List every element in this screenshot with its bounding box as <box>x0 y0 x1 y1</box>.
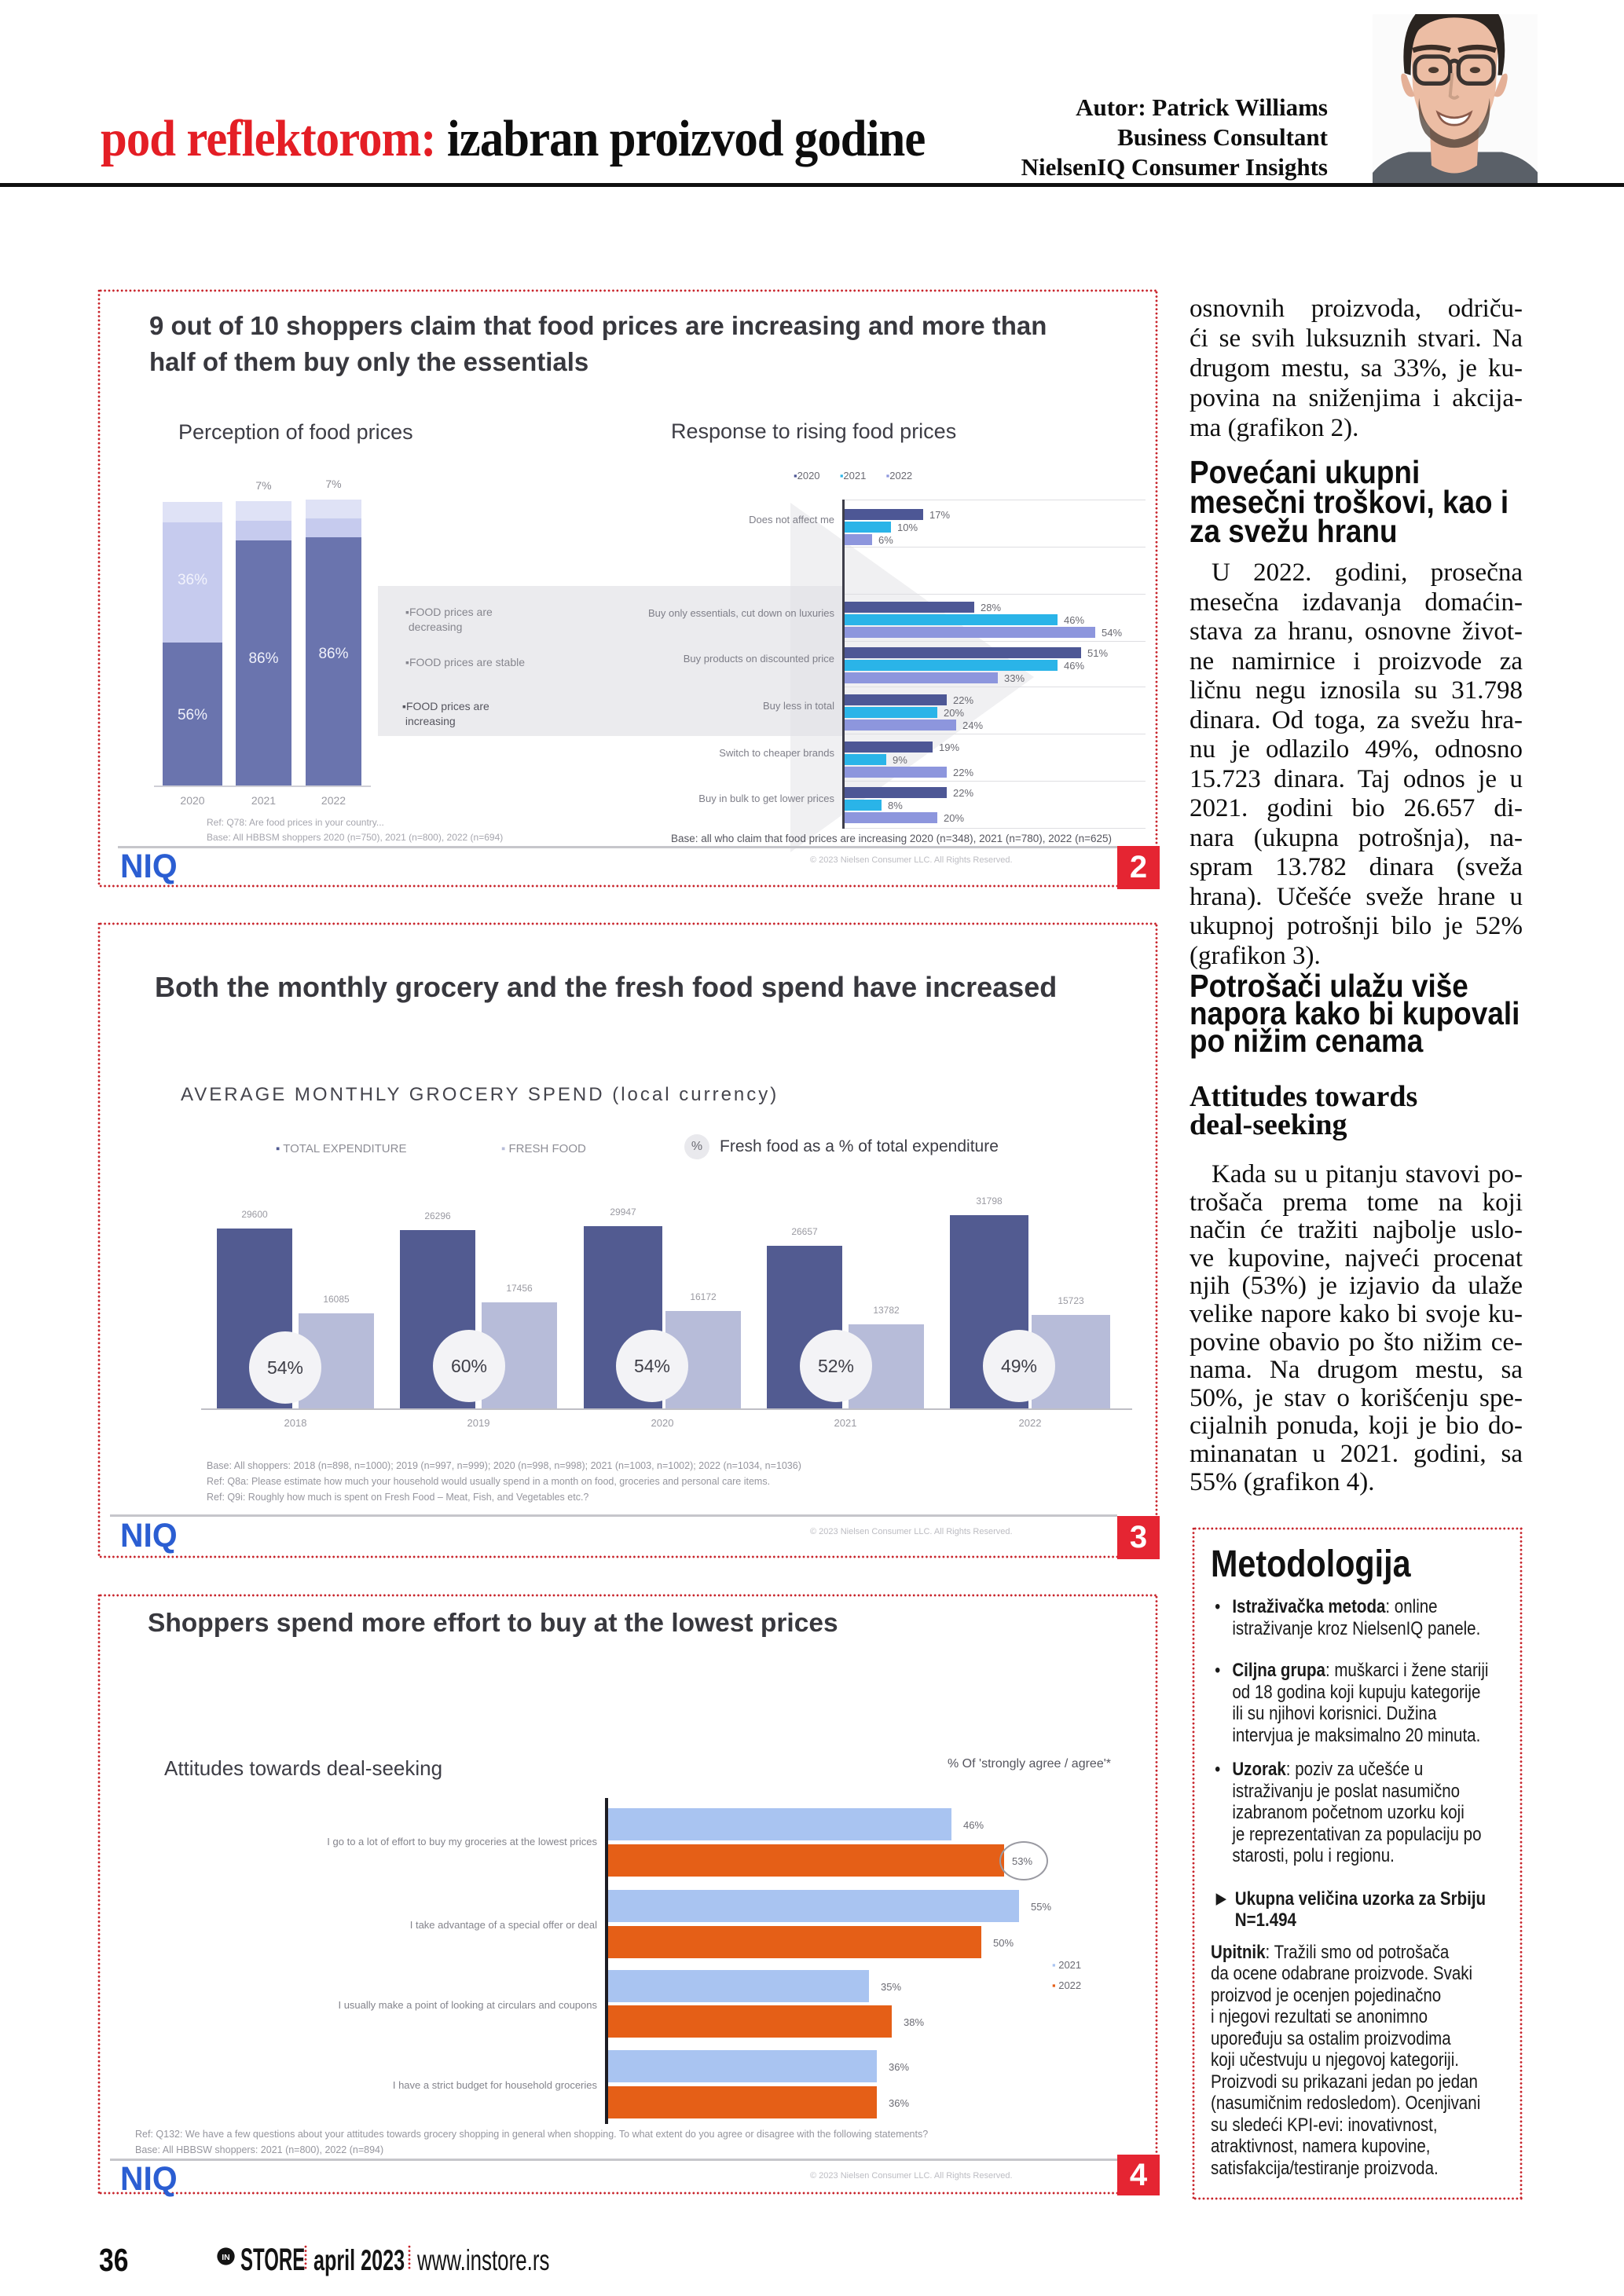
svg-text:IN: IN <box>222 2254 229 2262</box>
